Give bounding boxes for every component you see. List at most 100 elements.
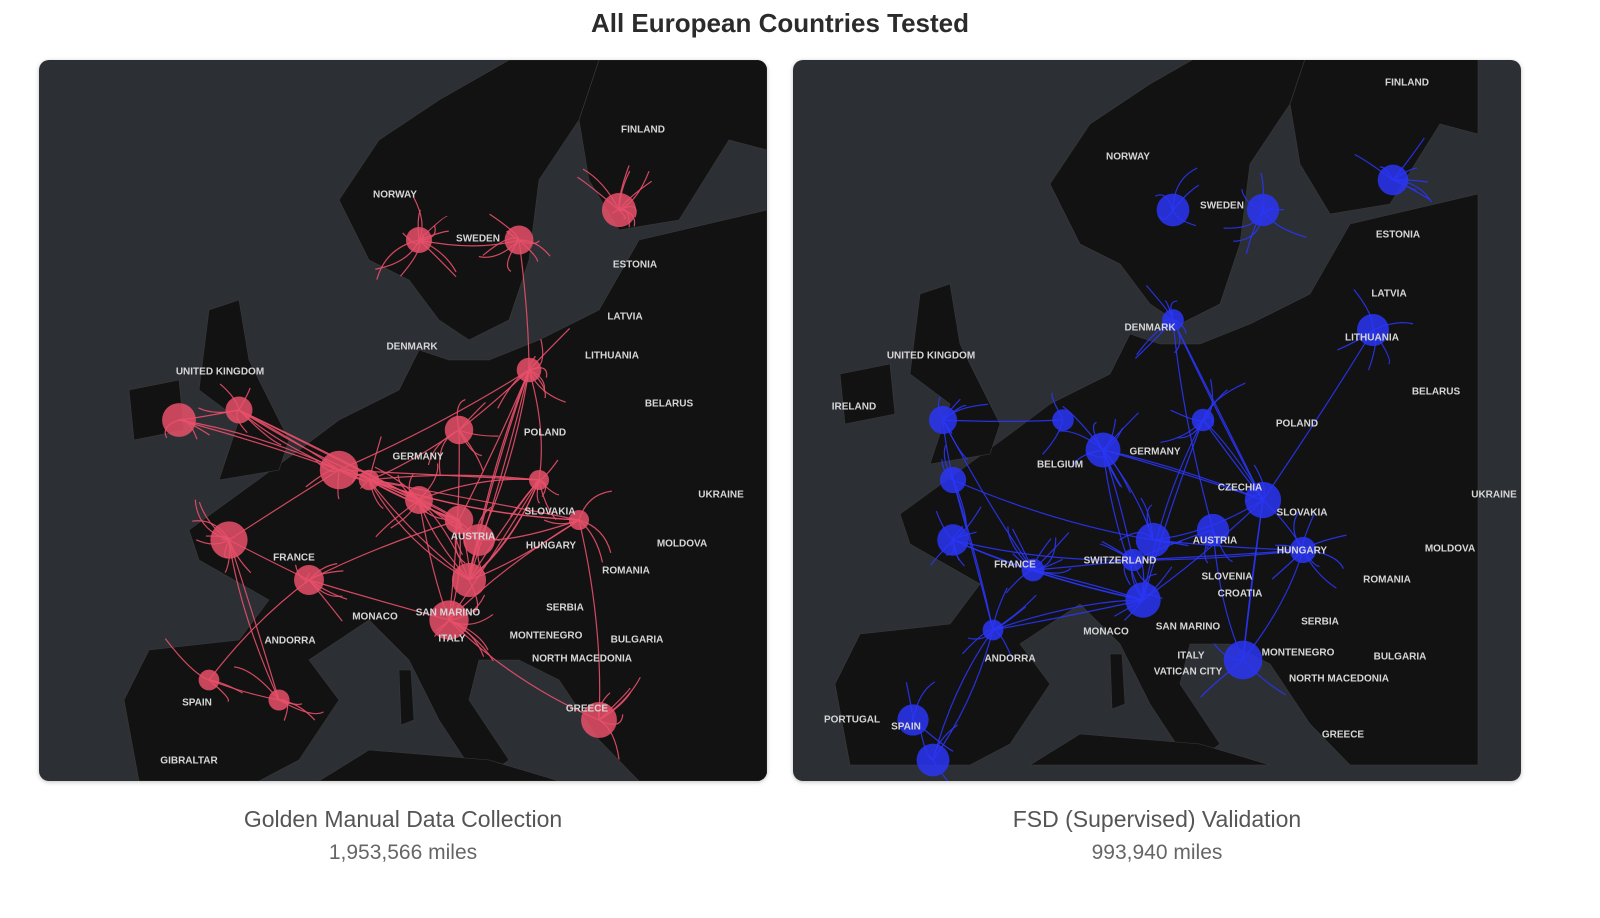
route: [1102, 449, 1264, 501]
country-label: MONTENEGRO: [510, 631, 583, 642]
country-label: PORTUGAL: [824, 715, 880, 726]
route-hub: [405, 226, 433, 254]
country-label: ESTONIA: [1376, 230, 1420, 241]
land-shape: [909, 283, 1001, 465]
country-label: NORTH MACEDONIA: [1289, 674, 1389, 685]
map-panel: FINLAND NORWAY SWEDEN ESTONIA LATVIA DENMARK L…: [39, 60, 767, 781]
country-label: BULGARIA: [1374, 652, 1427, 663]
route-hub: [463, 524, 495, 556]
country-label: NORWAY: [373, 190, 417, 201]
country-label: MOLDOVA: [1425, 544, 1475, 555]
country-label: MONACO: [1083, 627, 1129, 638]
route: [338, 469, 540, 481]
route: [1262, 329, 1374, 501]
route-hub: [1246, 193, 1280, 227]
route: [1172, 319, 1264, 501]
country-label: NORTH MACEDONIA: [532, 654, 632, 665]
route: [1152, 539, 1304, 551]
land-shape: [1049, 60, 1305, 325]
country-label: SLOVENIA: [1201, 572, 1252, 583]
country-label: BELGIUM: [1037, 460, 1083, 471]
route-hub: [1052, 409, 1074, 431]
route: [1142, 419, 1204, 601]
land-shape: [318, 749, 560, 781]
country-label: CROATIA: [1218, 589, 1263, 600]
route-hub: [162, 403, 196, 437]
route-hub: [444, 505, 474, 535]
route-hub: [1196, 513, 1230, 547]
country-label: MOLDOVA: [657, 539, 707, 550]
route-hub: [939, 466, 967, 494]
country-label: LITHUANIA: [585, 351, 639, 362]
caption: Golden Manual Data Collection 1,953,566 …: [39, 806, 767, 865]
country-label: LATVIA: [607, 312, 642, 323]
caption-title: Golden Manual Data Collection: [243, 806, 563, 832]
country-label: SPAIN: [891, 722, 921, 733]
route: [178, 419, 340, 471]
country-label: MONACO: [352, 612, 398, 623]
country-label: SLOVAKIA: [525, 507, 576, 518]
land: [123, 60, 767, 781]
country-label: MONTENEGRO: [1262, 648, 1335, 659]
route-hub: [1377, 164, 1409, 196]
route-hub: [1156, 193, 1190, 227]
country-label: DENMARK: [1124, 323, 1176, 334]
country-label: ITALY: [438, 634, 466, 645]
route: [952, 479, 994, 631]
country-label: HUNGARY: [526, 541, 577, 552]
country-label: LATVIA: [1371, 289, 1406, 300]
route: [1132, 549, 1304, 561]
route-hub: [937, 524, 969, 556]
country-label: SWITZERLAND: [1084, 556, 1157, 567]
caption-title: FSD (Supervised) Validation: [1012, 806, 1302, 832]
country-label: AUSTRIA: [1193, 536, 1237, 547]
country-label: SAN MARINO: [1156, 622, 1221, 633]
route-hub: [294, 565, 324, 595]
country-label: AUSTRIA: [451, 532, 495, 543]
route-hub: [225, 396, 253, 424]
country-label: VATICAN CITY: [1154, 667, 1223, 678]
land-shape: [1109, 653, 1126, 710]
country-label: HUNGARY: [1277, 546, 1328, 557]
route-hub: [568, 509, 590, 531]
route-hub: [982, 619, 1004, 641]
country-label: GERMANY: [392, 452, 443, 463]
country-label: UNITED KINGDOM: [887, 351, 975, 362]
country-label: SWEDEN: [1200, 201, 1244, 212]
route: [992, 599, 1144, 631]
caption-total: 1,953,566 miles: [328, 841, 478, 864]
route: [338, 369, 530, 471]
route: [208, 579, 310, 681]
route: [952, 479, 994, 631]
country-label: ANDORRA: [984, 654, 1035, 665]
country-label: ANDORRA: [264, 636, 315, 647]
country-label: ROMANIA: [602, 566, 650, 577]
route-hub: [1162, 309, 1184, 331]
land-shape: [839, 363, 896, 425]
country-label: SWEDEN: [456, 234, 500, 245]
land-shape: [1289, 60, 1479, 215]
route-hub: [504, 225, 534, 255]
route: [308, 519, 460, 581]
country-label: POLAND: [524, 428, 566, 439]
route-hub: [1244, 481, 1282, 519]
routes: [162, 165, 652, 760]
route-hub: [1191, 408, 1215, 432]
route: [368, 479, 580, 521]
route: [1102, 449, 1144, 601]
land-shape: [398, 669, 415, 726]
country-label: GERMANY: [1129, 447, 1180, 458]
country-label: SERBIA: [1301, 617, 1339, 628]
route-hub: [319, 450, 359, 490]
route-hub: [1121, 548, 1145, 572]
land-shape: [578, 60, 767, 231]
country-label: FINLAND: [621, 125, 665, 136]
route-hub: [1223, 640, 1263, 680]
map-panel: FINLAND NORWAY SWEDEN ESTONIA LATVIA DENMARK L…: [793, 60, 1521, 781]
country-label: ROMANIA: [1363, 575, 1411, 586]
route: [932, 629, 994, 761]
route: [448, 619, 600, 721]
land-shape: [338, 60, 600, 341]
